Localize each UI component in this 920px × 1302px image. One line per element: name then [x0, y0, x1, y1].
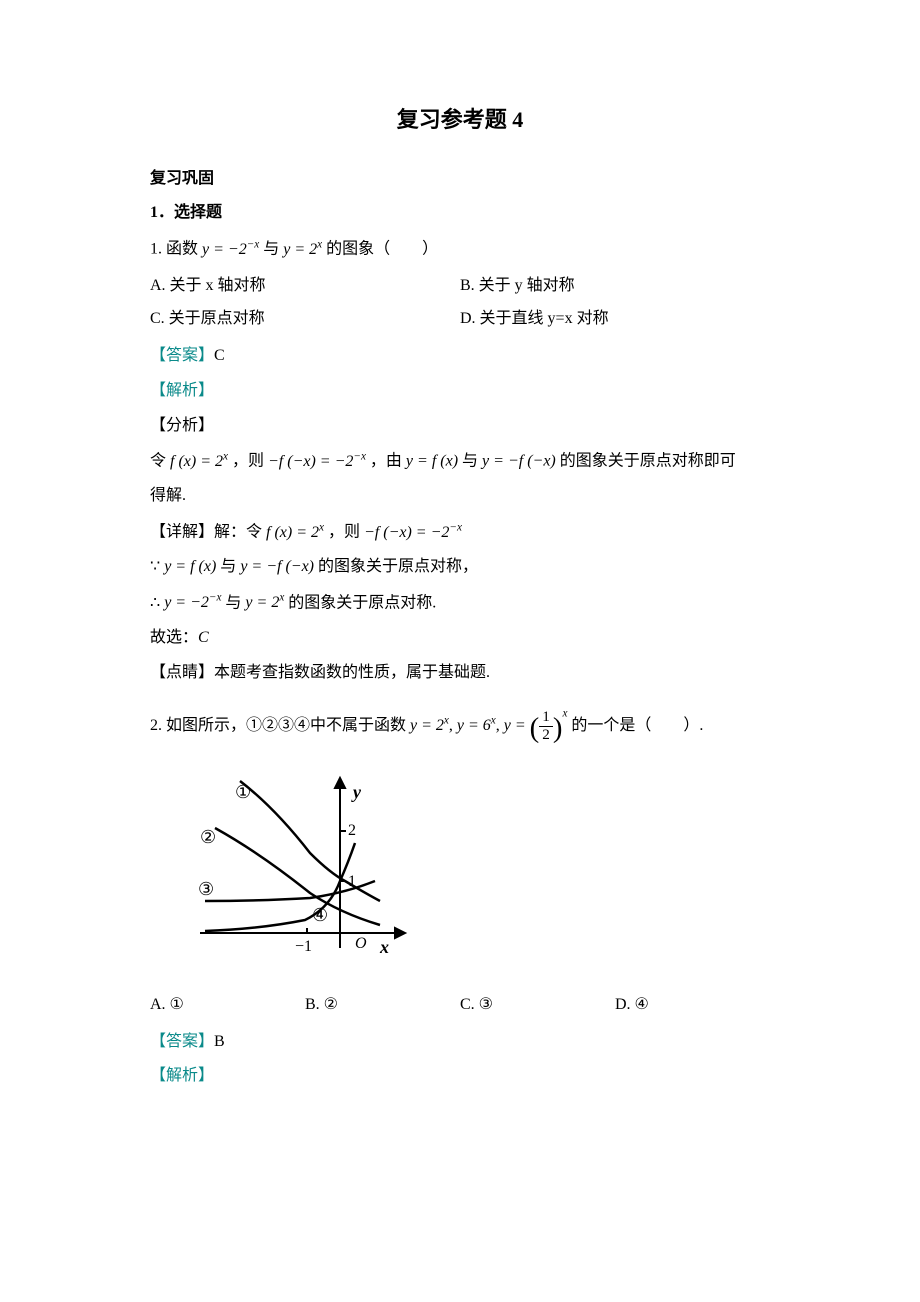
curve-label-3: ③	[198, 879, 214, 899]
q1-stem-post: 的图象（ ）	[326, 241, 438, 258]
q1-expr2-exp: x	[317, 238, 322, 250]
q1-because-post: 的图象关于原点对称，	[318, 558, 478, 575]
q1-ynegfx: y = −f (−x)	[482, 453, 556, 470]
curve-label-4: ④	[312, 905, 328, 925]
q2-stem: 2. 如图所示，①②③④中不属于函数 y = 2x, y = 6x, y = 1…	[150, 694, 770, 763]
q1-mid1: 与	[263, 241, 283, 258]
q1-th-e2: y = 2	[245, 594, 279, 611]
q1-expr2: y = 2	[283, 241, 317, 258]
section-heading-2: 1．选择题	[150, 199, 770, 228]
q1-fenxi-post: 的图象关于原点对称即可	[560, 453, 736, 470]
q1-stem: 1. 函数 y = −2−x 与 y = 2x 的图象（ ）	[150, 234, 770, 264]
q2-stem-post: 的一个是（ ）.	[571, 717, 703, 734]
q1-option-c: C. 关于原点对称	[150, 303, 460, 336]
curve-label-1: ①	[235, 782, 251, 802]
q1-fenxi-body: 令 f (x) = 2x ，则 −f (−x) = −2−x ，由 y = f …	[150, 446, 770, 476]
q1-hence-label: 故选：	[150, 629, 198, 646]
because-symbol: ∵	[150, 558, 160, 575]
q1-th-e2-exp: x	[279, 592, 284, 604]
q2-answer-line: 【答案】B	[150, 1028, 770, 1057]
q1-fenxi-body2: 得解.	[150, 482, 770, 511]
q2-y2x: y = 2	[410, 717, 444, 734]
q1-fenxi-label: 【分析】	[150, 412, 770, 441]
curve-label-2: ②	[200, 827, 216, 847]
q2-y12-pre: y =	[504, 717, 530, 734]
answer-label: 【答案】	[150, 347, 214, 364]
q2-y6x: y = 6	[457, 717, 491, 734]
q1-detail-fx1: f (x) = 2	[266, 524, 319, 541]
q1-option-b: B. 关于 y 轴对称	[460, 270, 770, 303]
q1-fenxi-pre: 令	[150, 453, 170, 470]
q2-answer-label: 【答案】	[150, 1033, 214, 1050]
tick-2: 2	[348, 822, 356, 839]
q2-figure: O x y −1 1 2 ① ② ③ ④	[180, 773, 770, 979]
q1-th-post: 的图象关于原点对称.	[288, 594, 436, 611]
q1-analysis-label: 【解析】	[150, 377, 770, 406]
q2-analysis-label: 【解析】	[150, 1062, 770, 1091]
q1-stem-pre: 1. 函数	[150, 241, 202, 258]
x-axis-name: x	[379, 937, 389, 957]
q1-options: A. 关于 x 轴对称 B. 关于 y 轴对称 C. 关于原点对称 D. 关于直…	[150, 270, 770, 336]
page-title: 复习参考题 4	[150, 100, 770, 140]
q1-and: 与	[462, 453, 482, 470]
q2-option-c: C. ③	[460, 989, 615, 1022]
q1-detail: 【详解】解：令 f (x) = 2x ，则 −f (−x) = −2−x	[150, 517, 770, 547]
q2-option-d: D. ④	[615, 989, 770, 1022]
q1-detail-mid: ，则	[328, 524, 364, 541]
q1-th-e1-exp: −x	[209, 592, 222, 604]
q1-fx1: f (x) = 2	[170, 453, 223, 470]
q2-comma1: ,	[449, 717, 457, 734]
q2-option-b: B. ②	[305, 989, 460, 1022]
q1-therefore-line: ∴ y = −2−x 与 y = 2x 的图象关于原点对称.	[150, 588, 770, 618]
q2-answer: B	[214, 1033, 225, 1050]
frac-den: 2	[539, 727, 553, 744]
q2-comma2: ,	[496, 717, 504, 734]
therefore-symbol: ∴	[150, 594, 160, 611]
q1-fx1-exp: x	[223, 450, 228, 462]
q1-detail-fx1-exp: x	[319, 521, 324, 533]
q2-chart-svg: O x y −1 1 2 ① ② ③ ④	[180, 773, 420, 968]
q1-dianqing: 【点睛】本题考查指数函数的性质，属于基础题.	[150, 659, 770, 688]
q1-expr1: y = −2	[202, 241, 247, 258]
q1-detail-negfx-exp: −x	[449, 521, 462, 533]
q2-options: A. ① B. ② C. ③ D. ④	[150, 989, 770, 1022]
q1-fenxi-mid2: ，由	[370, 453, 406, 470]
q1-option-a: A. 关于 x 轴对称	[150, 270, 460, 303]
q2-option-a: A. ①	[150, 989, 305, 1022]
q1-because-and: 与	[220, 558, 240, 575]
section-heading-1: 复习巩固	[150, 165, 770, 194]
q1-answer-line: 【答案】C	[150, 342, 770, 371]
y-axis-name: y	[351, 782, 362, 802]
tick-neg1: −1	[295, 938, 312, 955]
q1-fenxi-mid: ，则	[232, 453, 268, 470]
q1-expr1-exp: −x	[247, 238, 260, 250]
q1-hence-ans: C	[198, 629, 209, 646]
q1-hence: 故选：C	[150, 624, 770, 653]
q1-option-d: D. 关于直线 y=x 对称	[460, 303, 770, 336]
q1-because-line: ∵ y = f (x) 与 y = −f (−x) 的图象关于原点对称，	[150, 553, 770, 582]
q1-th-e1: y = −2	[164, 594, 209, 611]
q1-negfx-exp: −x	[353, 450, 366, 462]
q1-negfx: −f (−x) = −2	[268, 453, 353, 470]
q1-detail-negfx: −f (−x) = −2	[364, 524, 449, 541]
q1-detail-label: 【详解】解：令	[150, 524, 266, 541]
q1-answer: C	[214, 347, 225, 364]
lparen-icon	[530, 717, 540, 734]
q1-because-ynegfx: y = −f (−x)	[240, 558, 314, 575]
q1-because-yfx: y = f (x)	[164, 558, 216, 575]
rparen-icon	[553, 717, 563, 734]
x-axis-label: O	[355, 935, 367, 952]
q2-y12-exp: x	[562, 707, 567, 719]
q2-stem-pre: 2. 如图所示，①②③④中不属于函数	[150, 717, 410, 734]
q1-th-mid: 与	[225, 594, 245, 611]
frac-num: 1	[539, 709, 553, 727]
q1-yfx: y = f (x)	[406, 453, 458, 470]
fraction: 12	[539, 709, 553, 743]
